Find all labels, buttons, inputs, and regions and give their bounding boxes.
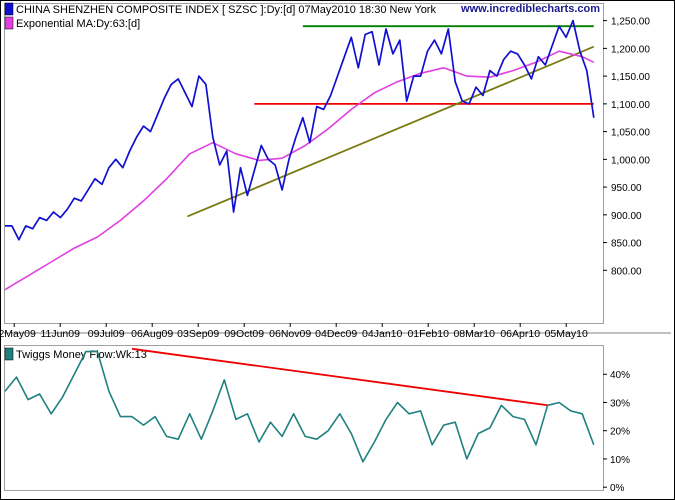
- indicator-panel: Twiggs Money Flow:Wk:13 0% 10% 20% 30% 40%: [4, 345, 630, 494]
- legend-label-ema: Exponential MA:Dy:63:[d]: [16, 18, 140, 30]
- indicator-y-tick-label: 0%: [610, 483, 625, 494]
- price-x-tick-label: 06Aug09: [131, 328, 173, 340]
- price-x-tick-label: 12May09: [0, 328, 36, 340]
- price-y-tick-label: 900.00: [611, 211, 642, 222]
- price-panel: CHINA SHENZHEN COMPOSITE INDEX [ SZSC ]:…: [0, 2, 671, 340]
- price-reference-line-2: [187, 45, 595, 218]
- legend-label-tmf: Twiggs Money Flow:Wk:13: [16, 349, 147, 361]
- price-reference-lines: [187, 25, 595, 218]
- price-y-tick-label: 1,050.00: [611, 128, 650, 139]
- price-x-tick-label: 03Sep09: [177, 328, 219, 340]
- price-y-tick-label: 1,200.00: [611, 44, 650, 55]
- indicator-series-group: [4, 350, 595, 463]
- price-x-axis: 12May09 11Jun09 09Jul09 06Aug09 03Sep09 09Oct…: [0, 323, 588, 340]
- indicator-y-axis: 0% 10% 20% 30% 40%: [603, 370, 630, 494]
- indicator-series-line: [4, 350, 595, 463]
- price-x-tick-label: 04Dec09: [315, 328, 357, 340]
- price-y-tick-label: 1,000.00: [611, 155, 650, 166]
- indicator-y-tick-label: 30%: [610, 398, 630, 409]
- legend-swatch-index: [4, 2, 14, 16]
- price-x-tick-label: 11Jun09: [40, 328, 80, 340]
- legend-swatch-ema: [4, 16, 14, 30]
- price-x-tick-label: 06Apr10: [500, 328, 540, 340]
- price-x-tick-label: 01Feb10: [407, 328, 449, 340]
- price-y-tick-label: 1,250.00: [611, 17, 650, 28]
- indicator-y-tick-label: 10%: [610, 455, 630, 466]
- legend-swatch-tmf: [4, 347, 14, 361]
- price-y-axis: 800.00 850.00 900.00 950.00 1,000.00 1,050.00…: [603, 17, 650, 277]
- price-series-group: [4, 19, 595, 291]
- price-x-tick-label: 08Mar10: [453, 328, 495, 340]
- indicator-y-tick-label: 20%: [610, 427, 630, 438]
- indicator-reference-lines: [131, 347, 548, 407]
- watermark: www.incrediblecharts.com: [460, 3, 600, 15]
- price-x-tick-label: 09Jul09: [88, 328, 125, 340]
- price-series-index-line: [5, 19, 595, 241]
- legend-label-index: CHINA SHENZHEN COMPOSITE INDEX [ SZSC ]:…: [16, 4, 436, 16]
- price-x-tick-label: 04Jan10: [362, 328, 402, 340]
- price-plot-area: [4, 3, 604, 324]
- indicator-y-tick-label: 40%: [610, 370, 630, 381]
- price-series-ema-line: [4, 50, 595, 291]
- indicator-trend-line-0: [131, 347, 548, 407]
- price-x-tick-label: 05May10: [545, 328, 588, 340]
- price-y-tick-label: 1,100.00: [611, 100, 650, 111]
- price-y-tick-label: 800.00: [611, 266, 642, 277]
- indicator-plot-area: [4, 345, 604, 491]
- price-y-tick-label: 850.00: [611, 239, 642, 250]
- price-y-tick-label: 1,150.00: [611, 72, 650, 83]
- price-x-tick-label: 09Oct09: [224, 328, 264, 340]
- price-y-tick-label: 950.00: [611, 183, 642, 194]
- price-x-tick-label: 06Nov09: [269, 328, 311, 340]
